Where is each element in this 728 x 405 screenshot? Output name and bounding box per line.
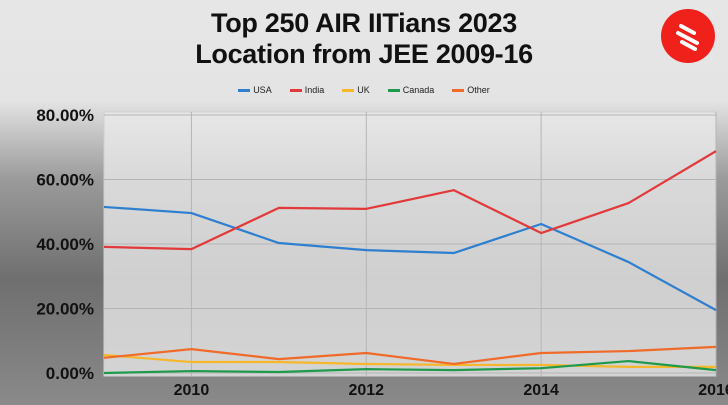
series-line-usa	[103, 205, 717, 312]
y-tick-label: 0.00%	[46, 364, 94, 383]
y-tick-label: 60.00%	[36, 171, 94, 190]
x-tick-label: 2016	[698, 382, 728, 399]
legend-swatch	[387, 88, 400, 92]
legend-label: UK	[357, 85, 370, 95]
legend-item-canada: Canada	[387, 85, 435, 95]
chart-legend: USA India UK Canada Other	[0, 85, 728, 95]
series-line-india	[103, 150, 717, 251]
x-tick-label: 2010	[174, 382, 210, 399]
series-line-canada	[103, 359, 717, 375]
series-line-uk	[103, 353, 716, 368]
legend-swatch	[342, 88, 355, 92]
legend-swatch	[452, 88, 465, 92]
legend-item-uk: UK	[342, 85, 370, 95]
chart-title-line-1: Top 250 AIR IITians 2023	[211, 8, 517, 38]
y-tick-label: 80.00%	[36, 106, 94, 125]
legend-label: Other	[467, 85, 490, 95]
y-tick-label: 40.00%	[36, 235, 94, 254]
logo-stripes-icon	[676, 24, 699, 51]
legend-item-india: India	[289, 85, 325, 95]
x-tick-label: 2014	[523, 382, 559, 399]
legend-item-usa: USA	[238, 85, 272, 95]
x-tick-label: 2012	[348, 382, 384, 399]
chart-title-line-2: Location from JEE 2009-16	[195, 39, 533, 69]
series-line-other	[103, 345, 717, 366]
chart-title: Top 250 AIR IITians 2023 Location from J…	[0, 8, 728, 70]
legend-label: USA	[253, 85, 272, 95]
legend-swatch	[238, 88, 251, 92]
indian-express-logo	[661, 9, 715, 63]
legend-item-other: Other	[452, 85, 490, 95]
y-tick-label: 20.00%	[36, 300, 94, 319]
legend-label: Canada	[402, 85, 435, 95]
legend-label: India	[304, 85, 325, 95]
legend-swatch	[289, 88, 302, 92]
